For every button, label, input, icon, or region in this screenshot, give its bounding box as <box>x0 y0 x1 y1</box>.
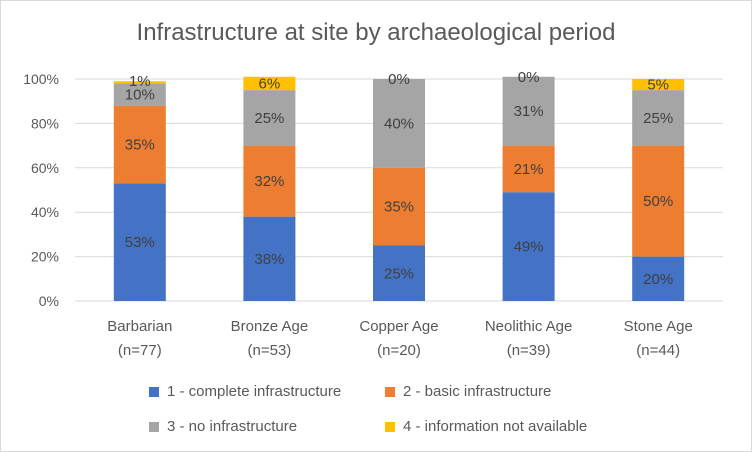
bar-segment <box>502 192 555 301</box>
bar-segment <box>243 90 296 146</box>
data-label: 50% <box>643 193 673 210</box>
bar-segment <box>502 76 555 146</box>
data-label: 0% <box>388 71 410 88</box>
y-tick-label: 60% <box>31 160 59 176</box>
legend-label: 3 - no infrastructure <box>167 418 298 435</box>
data-label: 21% <box>514 161 544 178</box>
bar-segment <box>113 183 166 301</box>
data-label: 31% <box>514 103 544 120</box>
chart-title: Infrastructure at site by archaeological… <box>136 19 616 46</box>
bar-segment <box>373 245 425 301</box>
data-label: 20% <box>643 271 673 288</box>
category-count-label: (n=44) <box>636 342 680 359</box>
y-tick-label: 0% <box>39 293 59 309</box>
bar-segment <box>632 256 685 301</box>
data-label: 5% <box>647 77 669 94</box>
data-label: 32% <box>254 173 284 190</box>
legend-label: 1 - complete infrastructure <box>167 383 342 400</box>
category-label: Copper Age <box>359 318 438 335</box>
bar-segment <box>502 145 555 193</box>
category-label: Bronze Age <box>231 318 309 335</box>
data-label: 49% <box>514 239 544 256</box>
y-tick-label: 80% <box>31 115 59 131</box>
data-label: 25% <box>384 265 414 282</box>
category-count-label: (n=39) <box>507 342 551 359</box>
data-label: 40% <box>384 115 414 132</box>
data-label: 1% <box>129 73 151 90</box>
bar-segment <box>373 79 425 168</box>
legend-swatch <box>385 386 395 397</box>
category-count-label: (n=20) <box>377 342 421 359</box>
bar-segment <box>243 76 296 91</box>
bar-segment <box>632 145 685 257</box>
bar-segment <box>113 83 166 106</box>
bar-segment <box>243 145 296 217</box>
data-label: 25% <box>643 110 673 127</box>
legend-swatch <box>149 421 159 432</box>
category-count-label: (n=77) <box>118 342 162 359</box>
data-label: 38% <box>254 251 284 268</box>
category-label: Neolithic Age <box>485 318 573 335</box>
legend-item: 4 - information not available <box>385 418 587 435</box>
bar-segment <box>113 81 166 84</box>
legend-item: 2 - basic infrastructure <box>385 383 551 400</box>
data-label: 53% <box>125 234 155 251</box>
data-label: 25% <box>254 110 284 127</box>
y-tick-label: 20% <box>31 249 59 265</box>
legend-swatch <box>385 421 395 432</box>
legend: 1 - complete infrastructure 2 - basic inf… <box>1 373 751 443</box>
bar-segment <box>113 105 166 184</box>
data-label: 0% <box>518 69 540 86</box>
legend-item: 3 - no infrastructure <box>149 418 297 435</box>
plot-area: 0% 20% 40% 60% 80% 100% 53% 35% 10%1% Barbarian (n… <box>23 69 723 359</box>
bar-segment <box>373 167 425 246</box>
data-label: 6% <box>259 75 281 92</box>
category-count-label: (n=53) <box>248 342 292 359</box>
bar-segment <box>243 216 296 301</box>
category-label: Stone Age <box>624 318 693 335</box>
y-tick-label: 100% <box>23 71 59 87</box>
data-label: 35% <box>384 199 414 216</box>
data-label: 10% <box>125 87 155 104</box>
legend-label: 2 - basic infrastructure <box>403 383 552 400</box>
bar-segment <box>632 79 685 91</box>
category-label: Barbarian <box>107 318 172 335</box>
legend-label: 4 - information not available <box>403 418 588 435</box>
legend-swatch <box>149 386 159 397</box>
legend-item: 1 - complete infrastructure <box>149 383 341 400</box>
bar-segment <box>632 90 685 146</box>
y-tick-label: 40% <box>31 204 59 220</box>
data-label: 35% <box>125 136 155 153</box>
